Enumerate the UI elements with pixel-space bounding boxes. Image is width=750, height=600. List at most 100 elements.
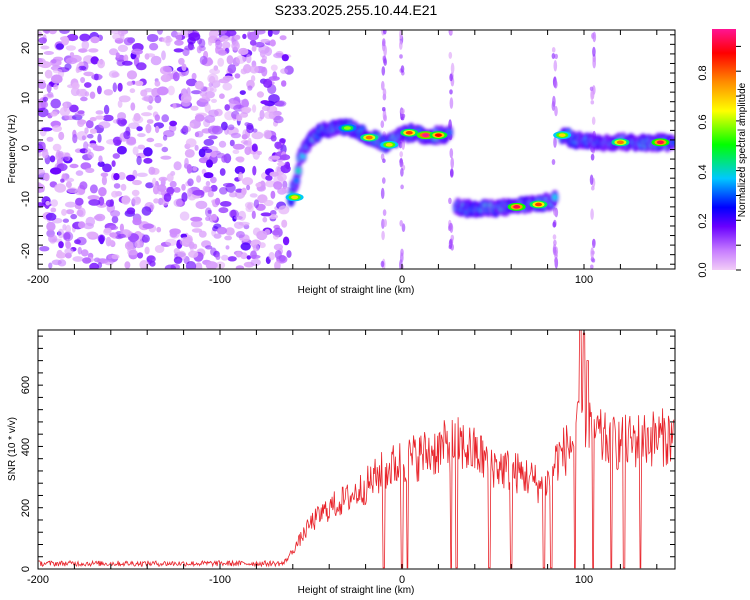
noise-blob xyxy=(115,52,120,59)
noise-blob xyxy=(76,209,84,217)
noise-blob xyxy=(44,30,50,35)
noise-blob xyxy=(251,131,264,140)
noise-blob xyxy=(181,125,189,135)
streak-blob xyxy=(448,197,452,204)
track-core xyxy=(446,129,453,136)
noise-blob xyxy=(169,228,181,235)
noise-blob xyxy=(140,89,148,97)
noise-blob xyxy=(206,159,213,168)
noise-blob xyxy=(84,91,90,97)
noise-blob xyxy=(52,143,62,152)
noise-blob xyxy=(227,64,237,74)
noise-blob xyxy=(235,265,245,269)
noise-blob xyxy=(111,215,119,224)
noise-blob xyxy=(38,107,49,118)
noise-blob xyxy=(112,153,121,159)
noise-blob xyxy=(265,180,276,188)
colorbar-tick-label: 0.6 xyxy=(697,114,709,129)
noise-blob xyxy=(119,223,124,232)
noise-blob xyxy=(188,32,201,41)
noise-blob xyxy=(48,30,57,35)
noise-blob xyxy=(80,96,88,102)
noise-blob xyxy=(189,122,195,128)
noise-blob xyxy=(267,84,277,95)
noise-blob xyxy=(62,224,67,231)
noise-blob xyxy=(181,63,187,72)
colorbar-tick-label: 0.2 xyxy=(697,213,709,228)
noise-blob xyxy=(276,100,287,107)
noise-blob xyxy=(61,208,67,216)
noise-blob xyxy=(205,180,211,187)
streak-blob xyxy=(552,221,556,228)
noise-blob xyxy=(172,71,180,82)
noise-blob xyxy=(57,150,64,159)
noise-blob xyxy=(164,264,177,269)
noise-blob xyxy=(229,192,238,198)
noise-blob xyxy=(65,45,76,51)
noise-blob xyxy=(280,68,289,74)
noise-blob xyxy=(161,50,166,61)
noise-blob xyxy=(51,74,63,84)
noise-blob xyxy=(281,80,287,87)
noise-blob xyxy=(247,85,253,91)
noise-blob xyxy=(281,219,288,228)
noise-blob xyxy=(63,102,68,112)
noise-blob xyxy=(259,50,266,58)
noise-blob xyxy=(231,41,240,51)
noise-blob xyxy=(208,135,218,140)
noise-blob xyxy=(161,114,169,123)
noise-blob xyxy=(126,81,133,86)
noise-blob xyxy=(268,252,275,261)
streak-blob xyxy=(590,247,594,259)
noise-blob xyxy=(94,213,106,222)
noise-blob xyxy=(210,184,218,192)
snr-y-tick-label: 400 xyxy=(20,438,32,456)
noise-blob xyxy=(192,189,205,196)
noise-blob xyxy=(246,184,251,191)
streak-blob xyxy=(554,80,558,89)
noise-blob xyxy=(209,86,217,93)
streak-blob xyxy=(383,58,388,66)
streak-blob xyxy=(590,100,595,105)
noise-blob xyxy=(121,195,131,205)
spectrogram-x-tick-label: -200 xyxy=(27,274,49,286)
streak-blob xyxy=(382,38,386,47)
noise-blob xyxy=(154,143,163,148)
noise-blob xyxy=(126,207,136,215)
noise-blob xyxy=(136,172,148,177)
noise-blob xyxy=(196,45,202,54)
noise-blob xyxy=(238,47,249,56)
noise-blob xyxy=(38,169,46,175)
streak-blob xyxy=(592,238,596,249)
noise-blob xyxy=(71,82,80,90)
noise-blob xyxy=(263,129,272,140)
noise-blob xyxy=(65,209,75,215)
noise-blob xyxy=(184,45,196,51)
noise-blob xyxy=(156,86,169,96)
noise-blob xyxy=(272,30,280,35)
noise-blob xyxy=(45,212,57,221)
noise-blob xyxy=(154,80,161,87)
noise-blob xyxy=(278,254,286,262)
noise-blob xyxy=(42,96,48,102)
noise-blob xyxy=(54,183,67,193)
noise-blob xyxy=(97,85,102,95)
noise-blob xyxy=(255,182,262,188)
noise-blob xyxy=(167,85,175,96)
noise-blob xyxy=(112,82,118,93)
snr-y-tick-label: 600 xyxy=(20,376,32,394)
noise-blob xyxy=(123,37,134,46)
noise-blob xyxy=(261,105,271,112)
noise-blob xyxy=(162,65,172,73)
colorbar: 0.0 0.2 0.4 0.6 0.8 Normalized spectral … xyxy=(697,29,748,278)
noise-blob xyxy=(208,82,213,88)
noise-blob xyxy=(286,250,292,258)
noise-blob xyxy=(134,240,143,249)
noise-blob xyxy=(39,246,50,252)
colorbar-tick-label: 0.4 xyxy=(697,164,709,179)
noise-blob xyxy=(149,42,159,51)
noise-blob xyxy=(239,90,246,95)
streak-blob xyxy=(554,253,558,259)
noise-blob xyxy=(42,149,49,159)
noise-blob xyxy=(126,70,138,80)
